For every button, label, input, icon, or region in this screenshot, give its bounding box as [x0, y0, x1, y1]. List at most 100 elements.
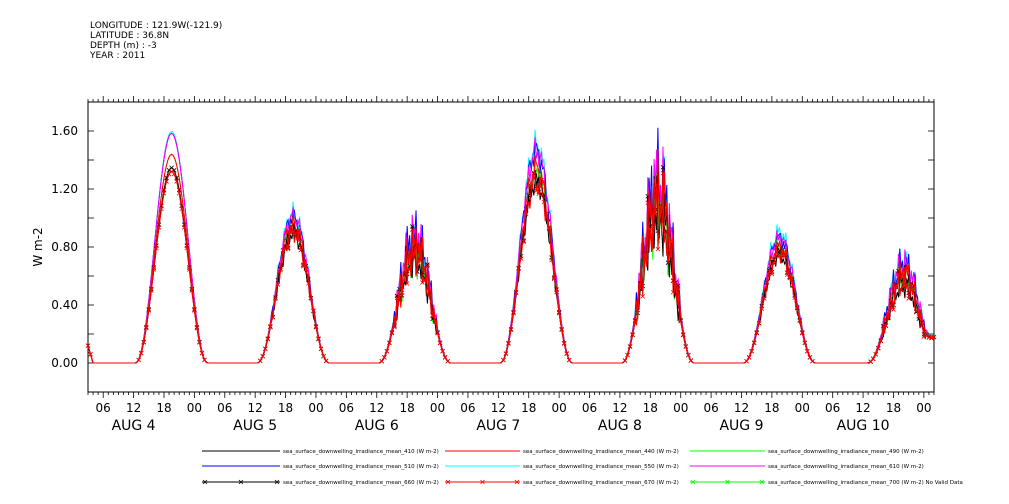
legend-marker — [202, 479, 208, 485]
series-marker — [913, 308, 919, 314]
series-marker — [202, 357, 207, 363]
series-marker — [564, 351, 570, 357]
series-marker — [290, 229, 296, 234]
series-marker — [531, 171, 537, 177]
x-tick-label: 06 — [96, 401, 111, 415]
series-marker — [518, 256, 524, 261]
series-marker — [323, 358, 329, 364]
x-tick-label: 06 — [339, 401, 354, 415]
series-marker — [873, 352, 879, 357]
x-tick-label: 06 — [703, 401, 718, 415]
series-marker — [787, 275, 792, 281]
series-marker — [756, 321, 762, 326]
series-marker — [792, 295, 797, 301]
legend-marker — [274, 479, 280, 485]
x-tick-label: 12 — [734, 401, 749, 415]
series-marker — [437, 340, 443, 346]
series-marker — [911, 285, 917, 291]
series-marker — [898, 286, 904, 292]
series-marker — [88, 352, 93, 357]
legend-label: sea_surface_downwelling_irradiance_mean_… — [283, 480, 439, 486]
day-label: AUG 5 — [233, 418, 277, 434]
series-marker — [536, 191, 542, 196]
series-marker — [810, 358, 815, 364]
series-marker — [417, 256, 423, 261]
series-marker — [260, 354, 266, 359]
series-marker — [387, 340, 392, 346]
legend-marker — [480, 479, 485, 485]
x-tick-label: 00 — [551, 401, 566, 415]
series-marker — [404, 281, 410, 286]
series-marker — [630, 332, 635, 338]
series-marker — [412, 245, 418, 250]
x-tick-label: 12 — [491, 401, 506, 415]
series-marker — [149, 288, 154, 293]
x-tick-label: 12 — [248, 401, 263, 415]
series-marker — [427, 292, 433, 298]
series-marker — [306, 281, 311, 286]
series-marker — [501, 357, 506, 363]
latitude-label: LATITUDE : 36.8N — [90, 31, 170, 41]
y-tick-label: 0.40 — [51, 298, 78, 312]
series-marker — [673, 280, 678, 286]
series-marker — [886, 312, 891, 318]
series-marker — [875, 346, 881, 351]
x-tick-label: 06 — [582, 401, 597, 415]
series-marker — [154, 245, 159, 251]
series-marker — [655, 246, 661, 252]
series-marker — [513, 290, 519, 296]
series-marker — [931, 334, 937, 340]
series-line — [87, 163, 935, 364]
series-marker — [85, 343, 91, 348]
series-marker — [802, 340, 808, 346]
series-marker — [199, 350, 205, 356]
series-marker — [906, 296, 911, 301]
y-tick-label: 0.00 — [51, 356, 78, 370]
series-marker — [432, 319, 438, 324]
series-marker — [526, 200, 532, 206]
x-tick-label: 12 — [126, 401, 141, 415]
day-label: AUG 4 — [112, 418, 156, 434]
series-line — [87, 167, 935, 364]
series-marker — [870, 356, 876, 362]
series-marker — [285, 246, 291, 252]
series-marker — [176, 190, 182, 196]
series-marker — [541, 199, 547, 205]
series-marker — [156, 225, 162, 230]
series-marker — [688, 358, 694, 363]
series-marker — [878, 338, 884, 344]
series-marker — [642, 253, 648, 258]
legend-marker — [514, 479, 520, 485]
series-marker — [556, 310, 562, 316]
series-marker — [650, 223, 656, 229]
series-marker — [680, 332, 686, 338]
series-marker — [197, 340, 202, 345]
x-tick-label: 18 — [643, 401, 658, 415]
series-marker — [273, 296, 278, 302]
series-marker — [280, 247, 286, 253]
series-marker — [645, 200, 651, 205]
legend-label: sea_surface_downwelling_irradiance_mean_… — [768, 449, 924, 455]
x-tick-label: 18 — [764, 401, 779, 415]
series-marker — [546, 226, 552, 231]
series-marker — [407, 267, 412, 272]
series-marker — [632, 318, 638, 324]
x-tick-label: 00 — [673, 401, 688, 415]
series-marker — [921, 334, 927, 339]
series-marker — [138, 350, 144, 356]
series-marker — [384, 349, 390, 354]
x-tick-label: 06 — [217, 401, 232, 415]
y-tick-label: 1.60 — [51, 124, 78, 138]
series-marker — [445, 358, 450, 364]
series-marker — [539, 184, 544, 189]
legend-label: sea_surface_downwelling_irradiance_mean_… — [523, 449, 679, 455]
series-marker — [658, 204, 663, 210]
y-axis-label: W m-2 — [31, 227, 45, 266]
series-marker — [769, 271, 775, 277]
series-marker — [625, 352, 630, 358]
series-marker — [409, 227, 415, 232]
series-marker — [754, 330, 759, 336]
series-marker — [422, 278, 428, 284]
series-marker — [171, 171, 177, 177]
